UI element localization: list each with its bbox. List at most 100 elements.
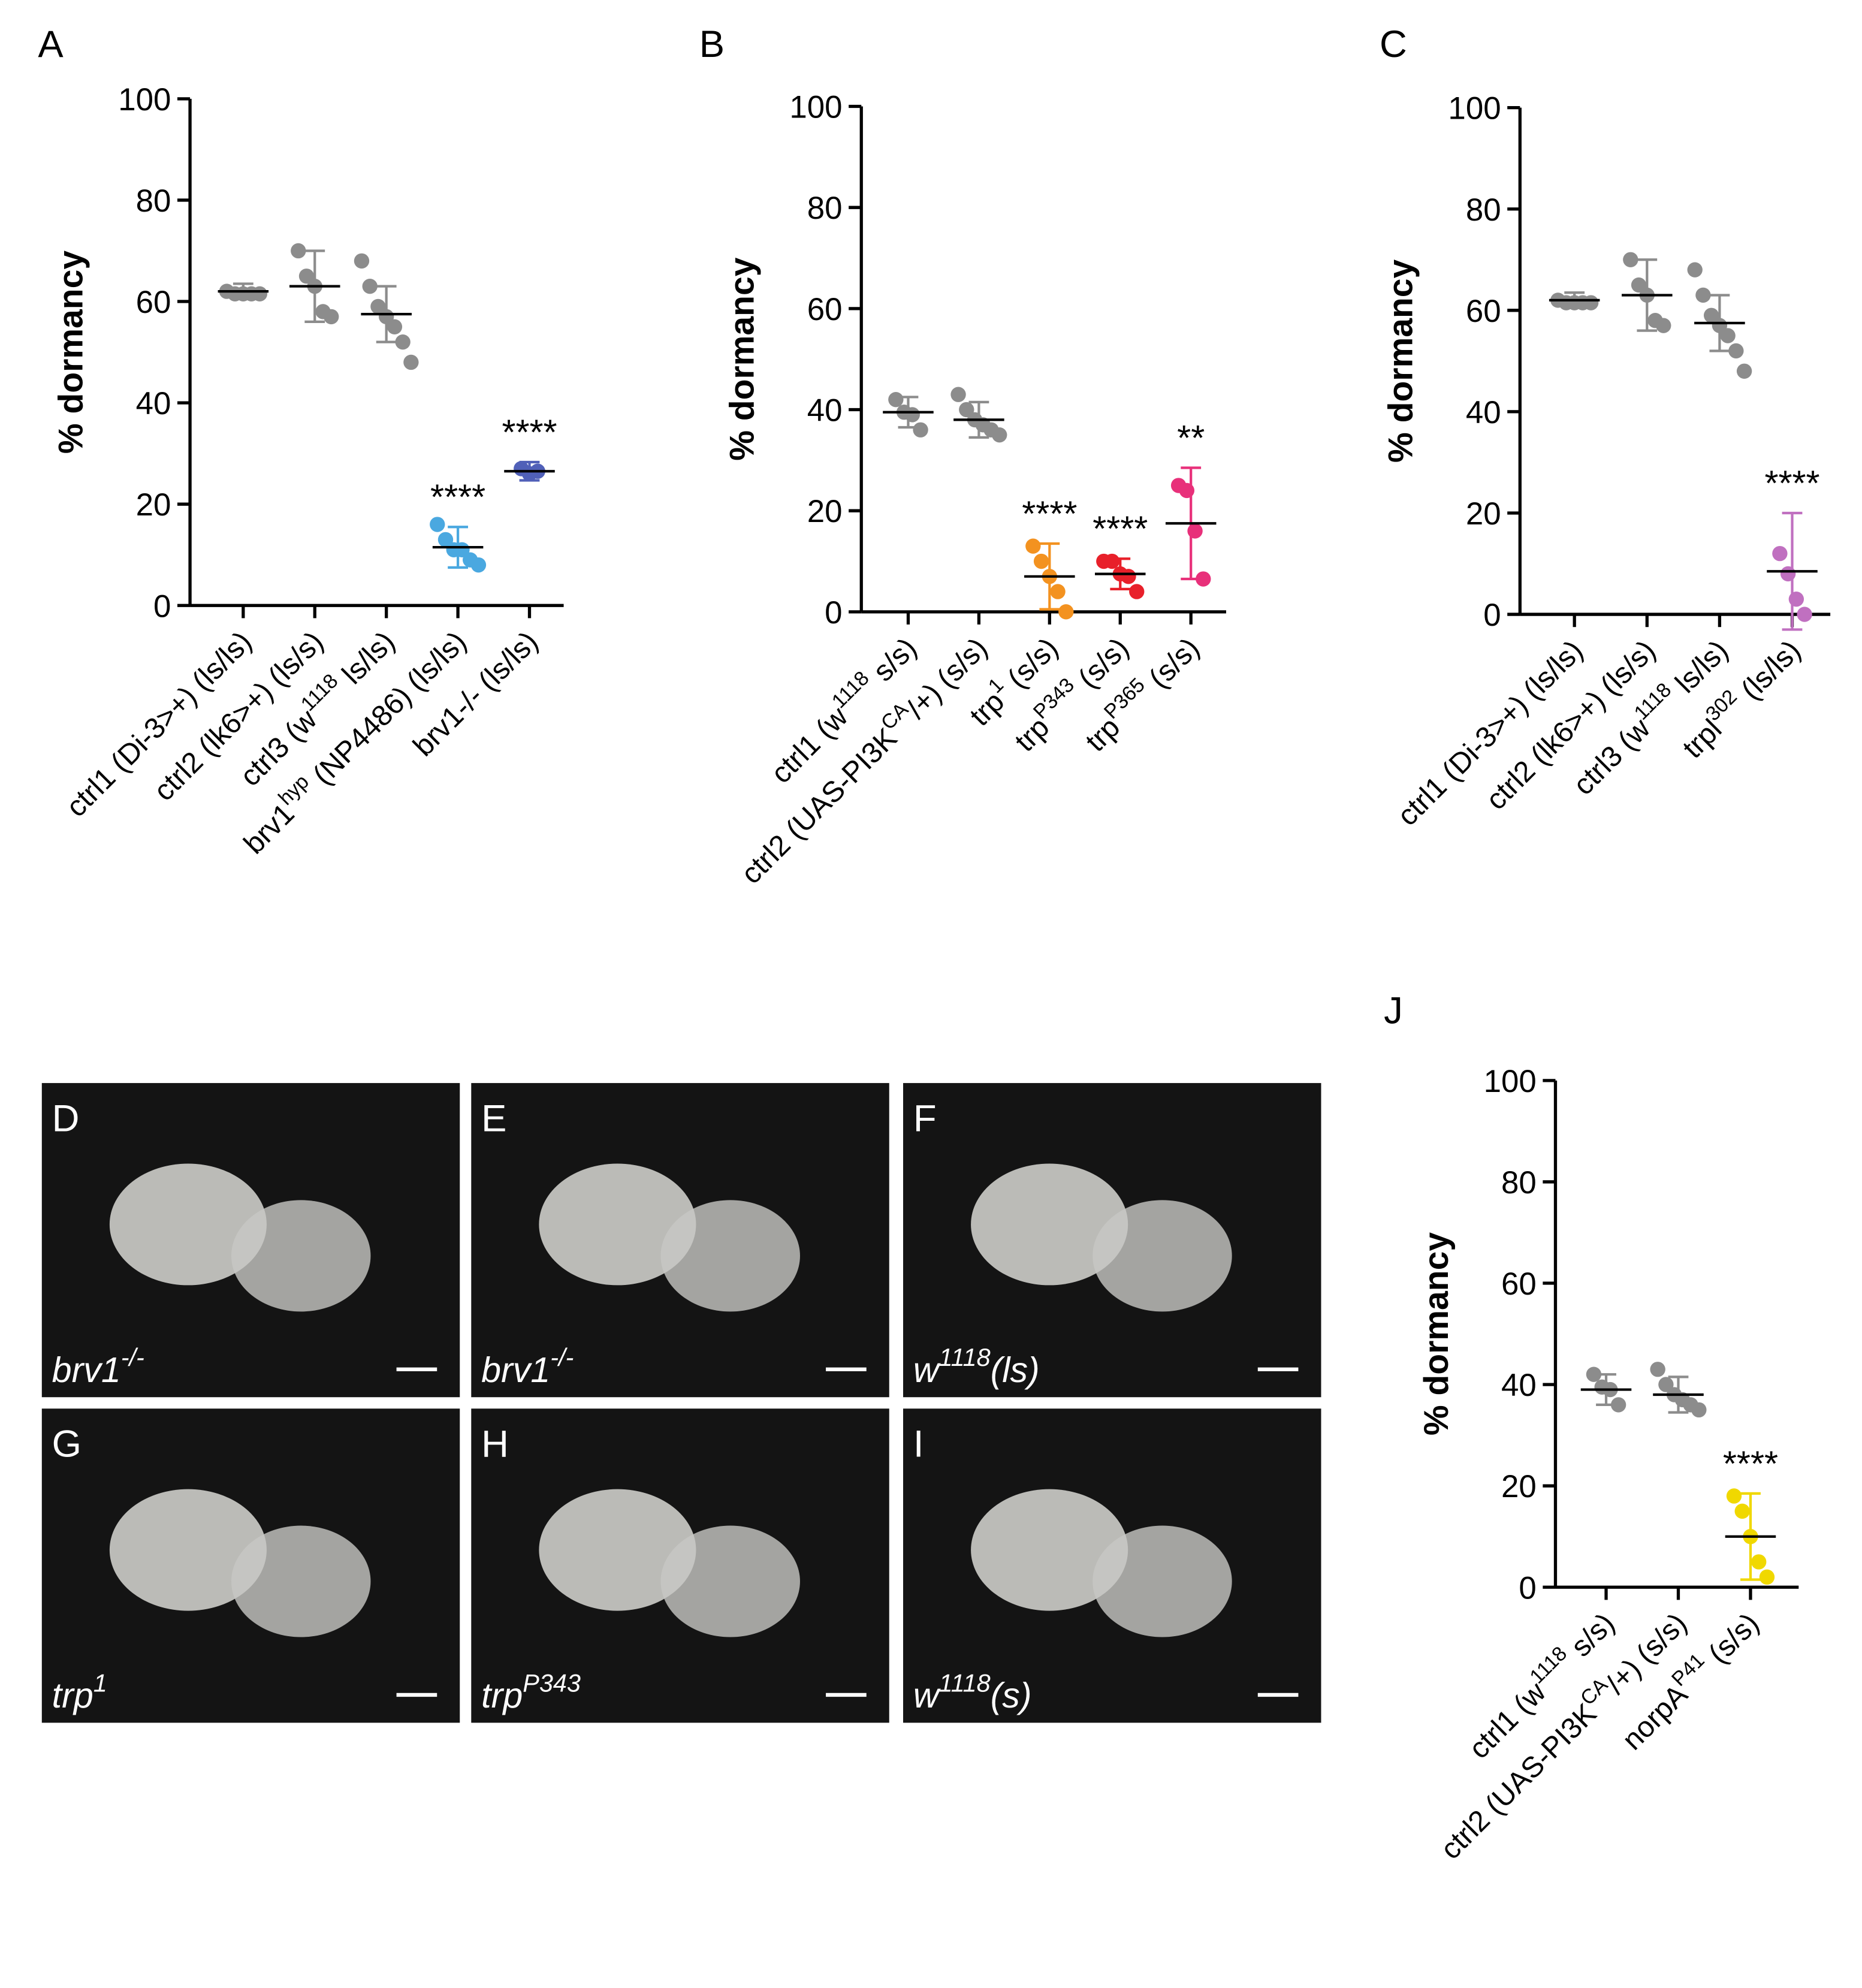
tissue: [109, 1163, 267, 1286]
panel-letter: D: [52, 1097, 80, 1139]
panel-letter: F: [913, 1097, 937, 1139]
y-tick-label: 80: [1501, 1165, 1537, 1200]
significance: ****: [1022, 493, 1077, 533]
caption-part: -/-: [550, 1344, 574, 1371]
data-point: [992, 427, 1007, 443]
y-tick-label: 40: [136, 386, 171, 421]
data-point: [1797, 607, 1812, 622]
data-point: [403, 354, 419, 370]
data-point: [1033, 553, 1049, 569]
significance: **: [1177, 418, 1205, 458]
y-tick-label: 20: [807, 494, 843, 529]
y-tick-label: 20: [1501, 1469, 1537, 1504]
y-tick-label: 0: [1519, 1570, 1536, 1606]
data-point: [1695, 287, 1711, 303]
caption-part: trp: [52, 1675, 93, 1715]
data-point: [291, 243, 306, 259]
panel-letter: H: [481, 1423, 509, 1465]
data-point: [1631, 277, 1647, 293]
significance: ****: [1093, 509, 1148, 549]
y-tick-label: 40: [1501, 1368, 1537, 1403]
data-point: [1728, 343, 1744, 359]
x-tick-label: brv1-/- (ls/ls): [407, 625, 544, 762]
caption-part: brv1: [52, 1350, 121, 1390]
caption-part: 1: [93, 1669, 107, 1697]
tissue: [231, 1200, 371, 1312]
data-point: [1703, 307, 1719, 323]
y-axis-label: % dormancy: [1382, 259, 1420, 462]
y-axis-label: % dormancy: [723, 257, 762, 460]
tissue: [660, 1525, 800, 1637]
y-tick-label: 20: [136, 487, 171, 523]
y-tick-label: 100: [1484, 1064, 1537, 1099]
tissue: [231, 1525, 371, 1637]
data-point: [950, 387, 966, 402]
data-point: [1610, 1397, 1626, 1413]
caption-part: (s): [991, 1675, 1032, 1715]
tissue: [971, 1163, 1128, 1286]
data-point: [959, 402, 974, 418]
y-tick-label: 0: [1483, 598, 1501, 633]
y-tick-label: 0: [825, 595, 842, 631]
y-tick-label: 80: [1466, 192, 1501, 228]
caption-part: brv1: [481, 1350, 550, 1390]
data-point: [1058, 604, 1074, 620]
caption: w1118(ls): [913, 1344, 1040, 1390]
x-tick-label: ctrl2 (UAS-PI3KCA/+) (s/s): [731, 628, 994, 891]
caption: w1118(s): [913, 1669, 1032, 1715]
panel-letter: G: [52, 1423, 82, 1465]
y-tick-label: 80: [807, 191, 843, 226]
panel-letter: B: [699, 23, 725, 65]
significance: ****: [1764, 463, 1819, 503]
caption: trpP343: [481, 1669, 581, 1715]
y-tick-label: 40: [1466, 395, 1501, 430]
data-point: [1129, 584, 1145, 599]
y-tick-label: 20: [1466, 496, 1501, 532]
data-point: [298, 269, 315, 284]
data-point: [437, 532, 454, 548]
caption-part: 1118: [939, 1669, 991, 1697]
data-point: [1650, 1362, 1665, 1377]
panel-letter: E: [481, 1097, 506, 1139]
y-tick-label: 60: [1501, 1266, 1537, 1302]
data-point: [1121, 569, 1136, 584]
caption-part: w: [913, 1350, 941, 1390]
panel-letter: I: [913, 1423, 924, 1465]
data-point: [888, 391, 904, 408]
tissue: [539, 1163, 696, 1286]
data-point: [1736, 363, 1752, 379]
data-point: [1772, 545, 1788, 562]
tissue: [109, 1489, 267, 1611]
y-tick-label: 0: [153, 589, 171, 624]
data-point: [1658, 1377, 1674, 1392]
data-point: [1583, 295, 1599, 310]
data-point: [252, 286, 268, 302]
panel-letter: J: [1384, 990, 1403, 1032]
y-axis-label: % dormancy: [1417, 1232, 1456, 1435]
data-point: [354, 253, 370, 269]
significance: ****: [1723, 1443, 1778, 1483]
significance: ****: [502, 412, 557, 452]
caption-part: w: [913, 1675, 941, 1715]
data-point: [1691, 1402, 1707, 1418]
data-point: [395, 334, 411, 350]
data-point: [1687, 262, 1703, 277]
y-tick-label: 60: [136, 285, 171, 320]
y-tick-label: 100: [118, 82, 171, 117]
data-point: [1656, 318, 1671, 333]
y-tick-label: 100: [1448, 91, 1501, 126]
data-point: [370, 298, 386, 315]
caption-part: P343: [523, 1669, 581, 1697]
data-point: [1104, 553, 1120, 569]
data-point: [470, 557, 487, 573]
tissue: [539, 1489, 696, 1611]
caption-part: -/-: [121, 1344, 144, 1371]
data-point: [1759, 1569, 1775, 1585]
y-tick-label: 40: [807, 393, 843, 429]
data-point: [1586, 1366, 1602, 1382]
caption-part: (ls): [991, 1350, 1040, 1390]
caption-part: trp: [481, 1675, 523, 1715]
data-point: [1734, 1503, 1750, 1519]
y-tick-label: 100: [789, 90, 842, 125]
